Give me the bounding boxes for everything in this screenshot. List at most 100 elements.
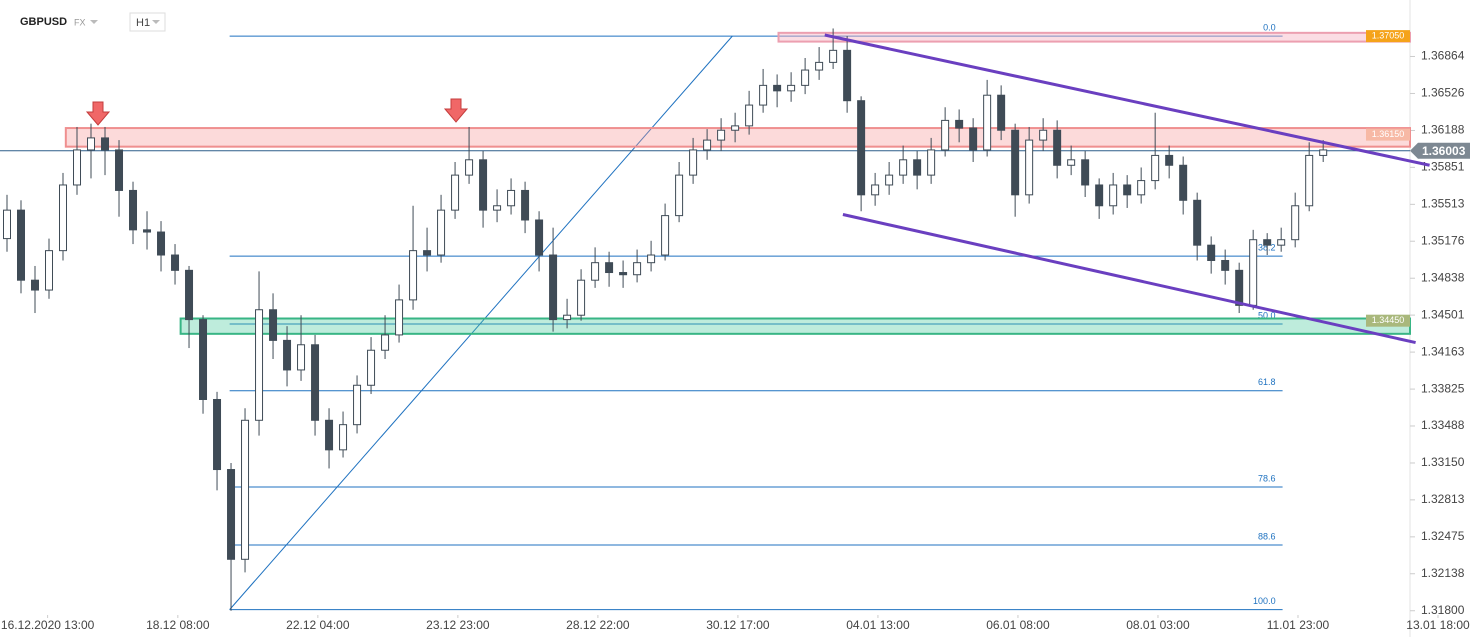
y-tick-label: 1.34838	[1421, 270, 1465, 284]
market: FX	[74, 17, 86, 27]
candle-body	[129, 189, 138, 231]
candle-body	[647, 254, 656, 264]
candle-body	[1137, 180, 1146, 196]
candle-body	[1053, 129, 1062, 166]
candle-body	[913, 159, 922, 176]
candle-body	[843, 49, 852, 102]
zone	[64, 127, 1412, 148]
fib-label: 88.6	[1258, 531, 1276, 541]
x-tick-label: 13.01 18:00	[1406, 618, 1470, 632]
candle-body	[801, 69, 810, 86]
candle-body	[409, 250, 418, 301]
candle-body	[3, 209, 12, 240]
y-tick-label: 1.32813	[1421, 492, 1465, 506]
candle-body	[325, 419, 334, 451]
zone-label-box	[1366, 128, 1410, 141]
candle-body	[451, 174, 460, 211]
candle-body	[1151, 154, 1160, 182]
candle-body	[1277, 239, 1286, 246]
candle-body	[1011, 129, 1020, 196]
timeframe: H1	[136, 17, 150, 29]
timeframe-box[interactable]	[129, 12, 166, 32]
x-tick-label: 16.12.2020 13:00	[1, 618, 95, 632]
channel-line	[842, 213, 1416, 345]
candle-body	[941, 119, 950, 151]
candle-body	[675, 174, 684, 217]
candle-body	[689, 149, 698, 176]
current-price-label: 1.36003	[1422, 144, 1466, 158]
zone	[777, 31, 1411, 43]
candle-body	[1263, 239, 1272, 246]
candle-body	[969, 127, 978, 151]
candle-body	[1123, 184, 1132, 196]
zone	[179, 317, 1412, 335]
candle-body	[227, 469, 236, 560]
candle-body	[199, 319, 208, 400]
candle-body	[171, 254, 180, 271]
candle-body	[745, 104, 754, 127]
zone-label: 1.37050	[1372, 30, 1405, 40]
candle-body	[521, 189, 530, 221]
candle-body	[17, 209, 26, 281]
candle-body	[255, 309, 264, 421]
channel-line	[824, 33, 1430, 167]
candle-body	[661, 215, 670, 256]
candle-body	[479, 159, 488, 211]
y-tick-label: 1.31800	[1421, 603, 1465, 617]
candle-body	[465, 159, 474, 176]
candle-body	[115, 149, 124, 191]
candle-body	[927, 149, 936, 176]
y-tick-label: 1.36526	[1421, 86, 1465, 100]
candle-body	[871, 184, 880, 196]
candle-body	[73, 149, 82, 186]
candle-body	[997, 94, 1006, 131]
y-tick-label: 1.32138	[1421, 566, 1465, 580]
candle-body	[829, 49, 838, 63]
dropdown-arrow[interactable]	[90, 20, 98, 24]
candle-body	[353, 384, 362, 426]
candle-body	[101, 137, 110, 151]
candle-body	[605, 262, 614, 274]
candle-body	[1039, 129, 1048, 141]
fib-label: 0.0	[1263, 22, 1276, 32]
candle-body	[773, 84, 782, 92]
candle-body	[577, 279, 586, 316]
candle-body	[311, 344, 320, 421]
candle-body	[591, 262, 600, 281]
fib-label: 100.0	[1253, 596, 1276, 606]
candle-body	[1025, 139, 1034, 196]
candle-body	[297, 344, 306, 371]
candle-body	[1109, 184, 1118, 207]
y-tick-label: 1.33825	[1421, 381, 1465, 395]
candle-body	[283, 339, 292, 371]
candle-body	[423, 250, 432, 256]
candle-body	[787, 84, 796, 92]
candle-body	[31, 279, 40, 291]
candle-body	[885, 174, 894, 186]
x-tick-label: 11.01 23:00	[1267, 618, 1330, 632]
y-tick-label: 1.36864	[1421, 49, 1465, 63]
candle-body	[59, 184, 68, 252]
candle-body	[1081, 159, 1090, 186]
dropdown-arrow[interactable]	[152, 20, 160, 24]
y-tick-label: 1.36188	[1421, 123, 1465, 137]
candle-body	[185, 269, 194, 321]
zone-label: 1.36150	[1372, 129, 1405, 139]
x-tick-label: 06.01 08:00	[986, 618, 1050, 632]
candle-body	[507, 189, 516, 207]
current-price-tag	[1410, 142, 1470, 159]
candle-body	[213, 398, 222, 471]
candle-body	[535, 219, 544, 256]
candle-body	[493, 205, 502, 211]
candle-body	[633, 262, 642, 276]
candle-body	[1235, 269, 1244, 306]
x-tick-label: 30.12 17:00	[706, 618, 770, 632]
x-tick-label: 22.12 04:00	[286, 618, 350, 632]
candle-body	[1193, 199, 1202, 246]
candle-body	[899, 159, 908, 176]
candle-body	[563, 314, 572, 321]
candle-body	[241, 419, 250, 560]
y-tick-label: 1.34501	[1421, 307, 1465, 321]
